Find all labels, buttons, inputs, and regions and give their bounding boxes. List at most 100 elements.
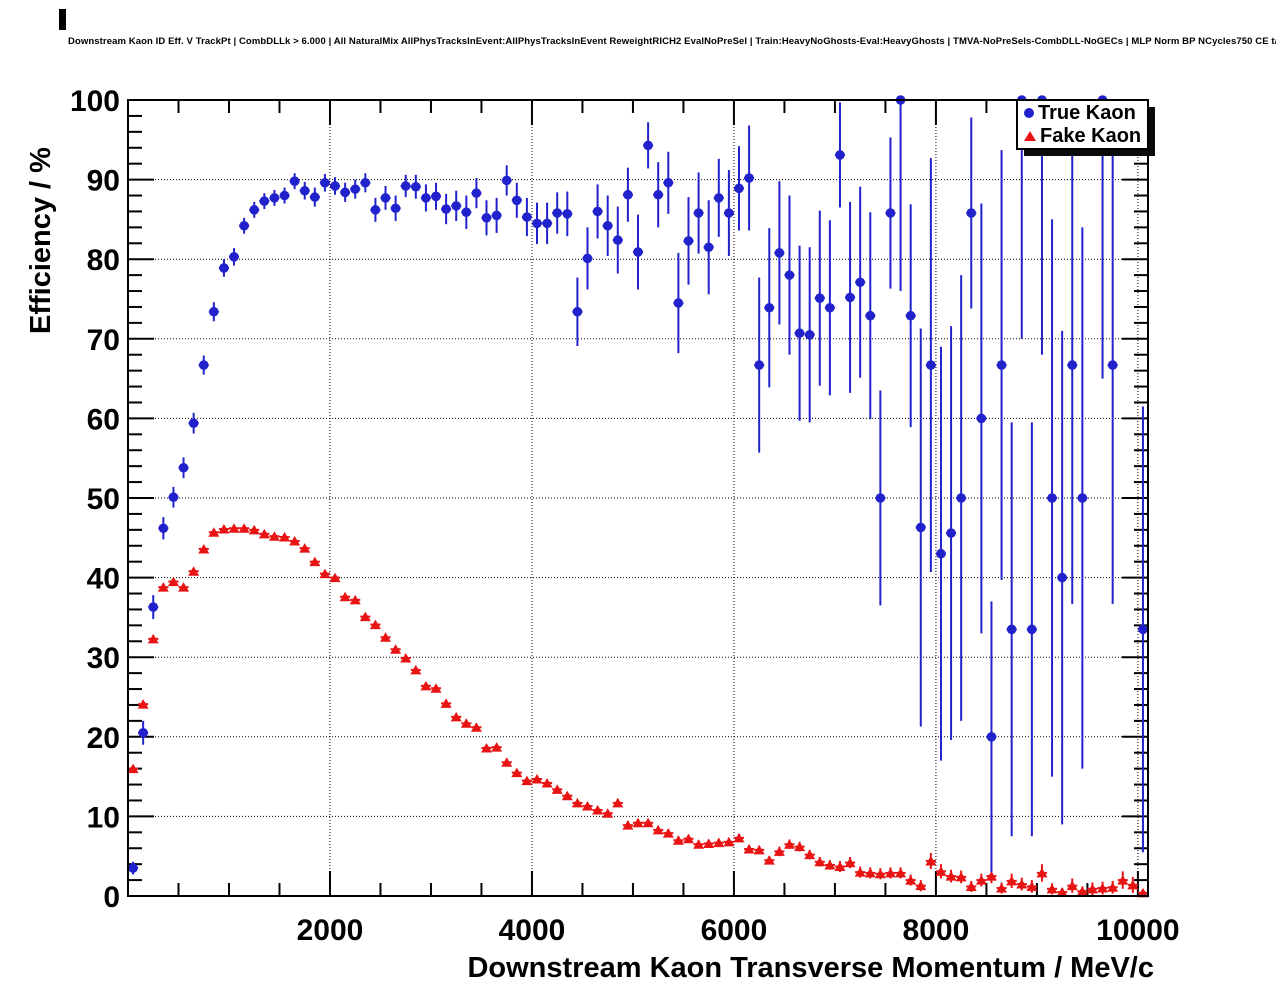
data-point-fake-kaon (470, 722, 482, 732)
data-point-true-kaon (835, 150, 845, 160)
data-point-true-kaon (744, 173, 754, 183)
data-point-fake-kaon (289, 535, 301, 546)
data-point-true-kaon (986, 732, 997, 742)
y-tick-label: 100 (70, 85, 120, 118)
data-point-fake-kaon (1066, 880, 1078, 891)
data-point-fake-kaon (481, 742, 493, 753)
data-point-true-kaon (653, 189, 663, 200)
data-point-true-kaon (481, 213, 492, 223)
data-point-fake-kaon (309, 556, 321, 567)
data-point-true-kaon (1077, 493, 1088, 503)
legend-entry-true-kaon: True Kaon (1024, 101, 1147, 124)
data-point-fake-kaon (420, 680, 432, 691)
data-point-true-kaon (451, 201, 462, 211)
y-tick-label: 40 (87, 563, 120, 596)
x-tick-label: 4000 (499, 914, 566, 947)
data-point-true-kaon (683, 236, 694, 246)
data-point-fake-kaon (1117, 875, 1129, 885)
data-point-true-kaon (946, 528, 956, 538)
y-tick-label: 60 (87, 403, 120, 436)
data-point-true-kaon (299, 185, 310, 196)
data-point-fake-kaon (834, 861, 846, 872)
data-point-true-kaon (623, 189, 633, 200)
data-point-fake-kaon (975, 875, 987, 885)
data-point-fake-kaon (541, 777, 553, 788)
data-point-true-kaon (148, 602, 159, 612)
data-point-true-kaon (512, 195, 522, 206)
data-point-true-kaon (703, 242, 714, 253)
data-point-fake-kaon (682, 833, 694, 844)
data-point-true-kaon (865, 310, 876, 321)
data-point-true-kaon (713, 193, 724, 203)
y-axis-title: Efficiency / % (25, 147, 57, 334)
data-point-true-kaon (966, 208, 977, 218)
data-point-true-kaon (219, 263, 229, 273)
data-point-fake-kaon (955, 871, 967, 882)
data-point-fake-kaon (157, 582, 169, 592)
x-tick-label: 2000 (297, 914, 364, 947)
data-point-true-kaon (370, 205, 381, 215)
data-point-fake-kaon (582, 801, 594, 811)
data-point-true-kaon (915, 522, 926, 533)
data-point-fake-kaon (390, 644, 402, 654)
data-point-true-kaon (532, 218, 542, 229)
data-point-fake-kaon (511, 767, 523, 778)
data-point-true-kaon (390, 203, 401, 214)
x-tick-label: 10000 (1096, 914, 1179, 947)
data-point-fake-kaon (228, 523, 240, 533)
data-point-fake-kaon (279, 532, 291, 542)
data-point-fake-kaon (400, 652, 412, 663)
data-point-true-kaon (774, 248, 785, 258)
x-axis-title: Downstream Kaon Transverse Momentum / Me… (467, 952, 1154, 984)
data-point-fake-kaon (1026, 881, 1038, 891)
data-point-fake-kaon (733, 832, 745, 843)
data-point-fake-kaon (531, 773, 543, 784)
data-point-true-kaon (411, 181, 421, 192)
data-point-fake-kaon (450, 711, 462, 722)
x-tick-label: 8000 (903, 914, 970, 947)
data-point-true-kaon (592, 206, 603, 217)
data-point-true-kaon (178, 462, 189, 473)
data-point-fake-kaon (1107, 882, 1119, 892)
data-point-fake-kaon (854, 867, 866, 877)
data-point-true-kaon (855, 277, 865, 288)
data-point-fake-kaon (430, 683, 442, 693)
data-point-fake-kaon (339, 591, 351, 602)
data-point-fake-kaon (188, 566, 200, 576)
data-point-true-kaon (1067, 360, 1078, 370)
data-point-true-kaon (764, 302, 775, 313)
data-point-fake-kaon (895, 867, 907, 878)
data-point-true-kaon (471, 188, 482, 198)
data-point-fake-kaon (864, 867, 876, 878)
data-point-true-kaon (1138, 624, 1148, 635)
data-point-fake-kaon (874, 868, 886, 879)
data-point-fake-kaon (713, 837, 725, 848)
data-point-true-kaon (209, 306, 219, 317)
data-point-fake-kaon (198, 543, 210, 554)
data-point-true-kaon (996, 360, 1007, 370)
true-kaon-marker-icon (1024, 107, 1034, 118)
data-point-true-kaon (491, 210, 502, 221)
data-point-true-kaon (138, 728, 148, 738)
data-point-fake-kaon (521, 775, 533, 786)
data-point-true-kaon (289, 176, 300, 186)
data-point-fake-kaon (652, 824, 664, 835)
data-point-fake-kaon (905, 875, 917, 885)
data-point-true-kaon (431, 191, 441, 202)
data-point-fake-kaon (359, 611, 371, 622)
data-point-fake-kaon (773, 846, 785, 856)
data-point-fake-kaon (814, 856, 826, 867)
data-point-true-kaon (461, 207, 472, 218)
data-point-fake-kaon (440, 698, 452, 708)
data-point-fake-kaon (167, 576, 179, 587)
data-point-fake-kaon (985, 871, 997, 881)
data-point-true-kaon (1027, 624, 1037, 635)
data-point-fake-kaon (491, 742, 503, 752)
data-point-true-kaon (1047, 493, 1057, 503)
y-tick-label: 90 (87, 165, 120, 198)
data-point-fake-kaon (460, 718, 472, 728)
data-point-true-kaon (188, 418, 199, 428)
data-point-fake-kaon (258, 528, 270, 539)
data-point-true-kaon (320, 177, 330, 188)
